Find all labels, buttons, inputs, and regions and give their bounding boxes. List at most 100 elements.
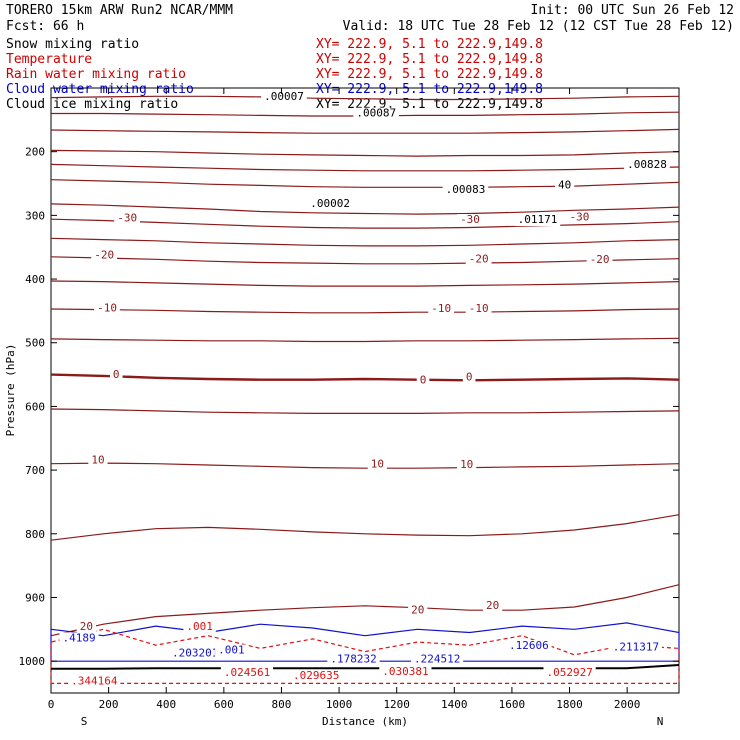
header-init-time: Init: 00 UTC Sun 26 Feb 12 (531, 3, 735, 18)
snow-max-label-bg (555, 179, 575, 192)
snow-max-label-bg (307, 198, 353, 211)
rain-label-bg (379, 666, 432, 679)
x-tick-label: 1400 (441, 698, 468, 711)
isotherm-label-bg (465, 303, 492, 316)
contour-labels: -30 -30 -30 -20 -20 -20 -10 -10 -10 0 0 0 10 10 10 20 20… (59, 90, 670, 688)
isotherm-label: -10 (431, 302, 451, 315)
snow-max-label: .00828 (627, 158, 667, 171)
isotherm-label-bg (91, 249, 118, 262)
field-name-temperature: Temperature (6, 52, 92, 67)
isotherm-label: 0 (420, 373, 427, 386)
cloud-water-label: .211317 (613, 640, 659, 653)
isotherm-label-bg (88, 454, 108, 467)
isotherm-label-bg (566, 211, 593, 224)
cloud-water-label-bg (215, 644, 248, 657)
snow-max-label-bg (624, 159, 670, 172)
y-tick-label: 800 (25, 528, 45, 541)
header-valid-time: Valid: 18 UTC Tue 28 Feb 12 (12 CST Tue … (343, 19, 734, 34)
cloud-water-label: .4189 (63, 631, 96, 644)
isotherm-label: -30 (570, 210, 590, 223)
isotherm-line (50, 149, 680, 157)
isotherm-label-bg (76, 620, 97, 633)
y-tick-label: 300 (25, 209, 45, 222)
isotherm-label-bg (114, 212, 141, 225)
isotherm-label-bg (408, 604, 428, 617)
isotherm-label: -20 (94, 249, 114, 262)
isotherm-line (50, 514, 680, 541)
isotherm-label: 10 (371, 458, 384, 471)
x-tick-label: 1600 (499, 698, 526, 711)
isotherm-label: 20 (486, 599, 499, 612)
header-forecast-hour: Fcst: 66 h (6, 19, 84, 34)
isotherm-label: -30 (460, 213, 480, 226)
snow-max-label: .00087 (356, 107, 396, 120)
x-axis-ticks: 0 200 400 600 800 1000 1200 1400 1600 1800 2000 (48, 88, 640, 711)
snow-max-label: 40 (558, 179, 571, 192)
snow-max-label-bg (261, 91, 307, 104)
snow-max-label: .01171 (518, 213, 558, 226)
isotherm-label-bg (457, 214, 483, 227)
x-tick-label: 1200 (383, 698, 410, 711)
field-name-cloud-water: Cloud water mixing ratio (6, 82, 194, 97)
cloud-water-label: .12606 (509, 639, 549, 652)
isotherm-line (50, 128, 680, 134)
isotherm-label-bg (482, 599, 503, 612)
isotherm-label-bg (586, 254, 613, 267)
rain-label: .024561 (224, 666, 270, 679)
isotherm-line (50, 584, 680, 637)
x-tick-label: 800 (272, 698, 292, 711)
isotherm-line (50, 237, 680, 247)
x-tick-label: 200 (99, 698, 119, 711)
isotherm-label: -20 (590, 253, 610, 266)
rain-label-bg (543, 666, 596, 679)
cloud-water-label-bg (410, 653, 464, 666)
cloud-water-label-bg (327, 653, 380, 666)
isotherm-label: -20 (469, 252, 489, 265)
cloud-water-label: .178232 (330, 652, 376, 665)
x-axis-label: Distance (km) (322, 715, 408, 728)
isotherm-label-bg (367, 458, 387, 471)
rain-label-bg (183, 620, 216, 633)
cloud-water-label: .001 (218, 644, 245, 657)
isotherm-line (50, 408, 680, 414)
isotherm-label: 0 (113, 368, 120, 381)
x-tick-label: 1800 (556, 698, 583, 711)
north-label: N (657, 715, 664, 728)
isotherm-line (50, 218, 680, 229)
isotherm-line (50, 373, 680, 382)
rain-label: .001 (186, 620, 213, 633)
y-tick-label: 900 (25, 591, 45, 604)
isotherm-line (50, 462, 680, 469)
y-tick-label: 500 (25, 337, 45, 350)
x-tick-label: 1000 (326, 698, 353, 711)
isotherm-label-bg (94, 302, 120, 315)
temperature-isotherms (50, 95, 680, 637)
isotherm-label: 10 (460, 458, 473, 471)
isotherm-label: 10 (91, 454, 104, 467)
x-tick-label: 0 (48, 698, 55, 711)
isotherm-line (50, 203, 680, 215)
isotherm-label: -10 (469, 302, 489, 315)
isotherm-label-bg (457, 459, 477, 472)
isotherm-line (50, 308, 680, 314)
field-name-snow: Snow mixing ratio (6, 37, 139, 52)
isotherm-label-bg (416, 374, 430, 387)
rain-label: .052927 (546, 666, 592, 679)
rain-label: .029635 (293, 669, 339, 682)
cloud-water-label-bg (59, 632, 99, 645)
snow-max-label-bg (442, 184, 489, 197)
rain-label-bg (289, 669, 343, 682)
header-title: TORERO 15km ARW Run2 NCAR/MMM (6, 3, 233, 18)
field-xy-snow: XY= 222.9, 5.1 to 222.9,149.8 (316, 37, 543, 52)
y-tick-label: 200 (25, 146, 45, 159)
snow-max-label-bg (353, 107, 399, 120)
snow-max-label: .00002 (310, 197, 350, 210)
south-label: S (81, 715, 88, 728)
x-tick-label: 400 (156, 698, 176, 711)
isotherm-line (50, 163, 680, 172)
isotherm-label: -30 (117, 212, 137, 225)
y-axis-label: Pressure (hPa) (4, 344, 17, 437)
isotherm-label: 0 (466, 370, 473, 383)
